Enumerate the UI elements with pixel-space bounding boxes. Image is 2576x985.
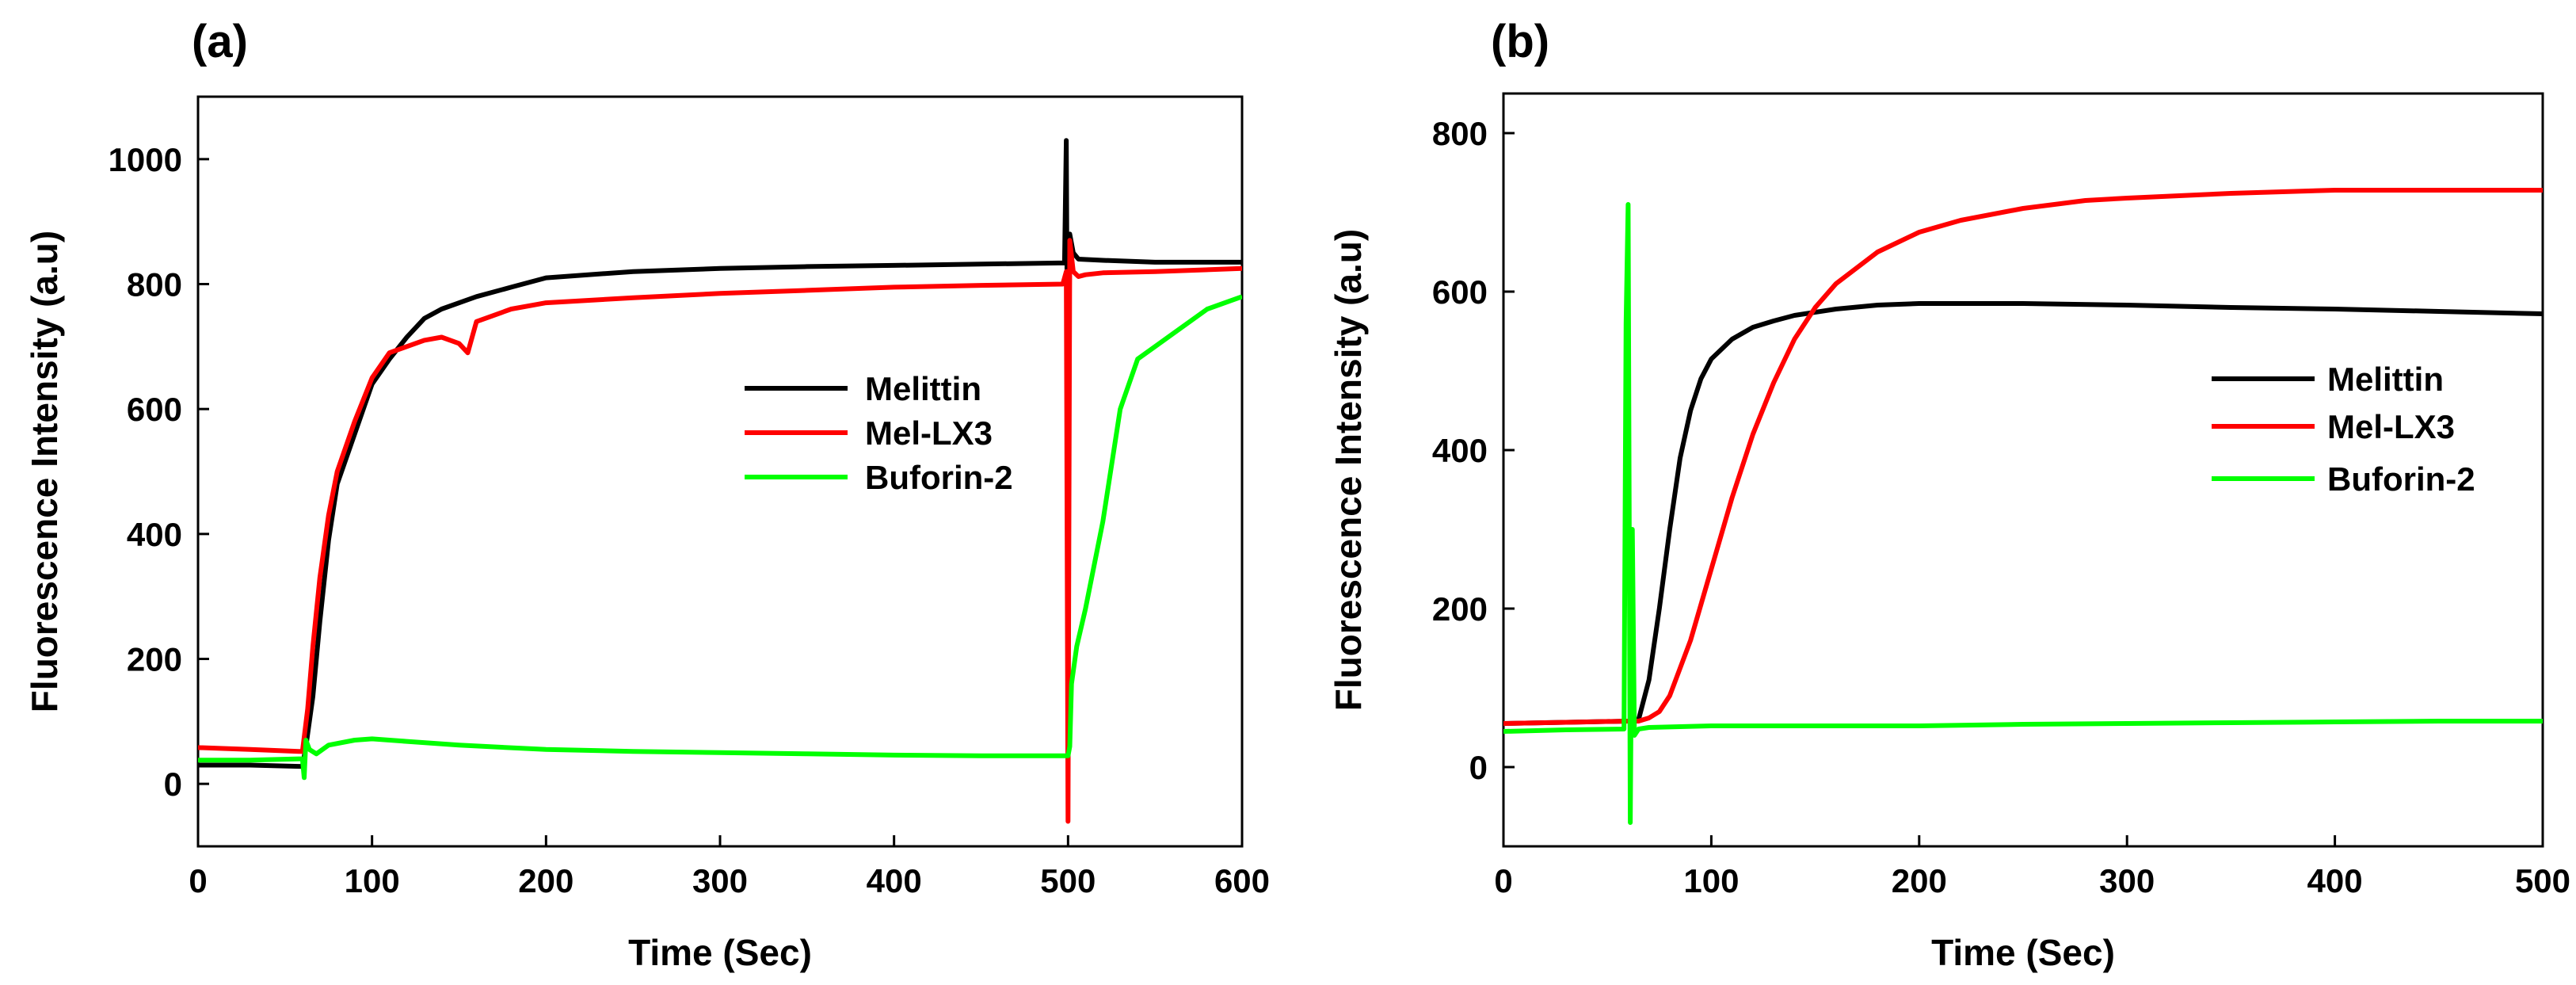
x-axis-title: Time (Sec) <box>628 932 812 973</box>
y-tick-label: 600 <box>127 391 182 428</box>
x-tick-label: 100 <box>345 862 400 899</box>
legend-label: Buforin-2 <box>2327 460 2475 498</box>
series-line-buforin-2 <box>1503 202 2543 825</box>
x-tick-label: 200 <box>518 862 574 899</box>
series-line-mel-lx3 <box>1503 188 2543 726</box>
legend-label: Mel-LX3 <box>2327 408 2455 445</box>
legend-label: Melittin <box>2327 361 2444 398</box>
x-tick-label: 400 <box>867 862 922 899</box>
y-tick-label: 0 <box>164 765 182 803</box>
y-tick-label: 200 <box>127 641 182 678</box>
y-tick-label: 400 <box>1432 432 1488 469</box>
plot-frame <box>1502 92 2544 848</box>
x-tick-label: 200 <box>1892 862 1947 899</box>
y-axis-title: Fluorescence Intensity (a.u) <box>24 231 65 712</box>
y-tick-label: 800 <box>1432 115 1488 152</box>
y-tick-label: 0 <box>1469 749 1488 786</box>
x-tick-label: 400 <box>2307 862 2363 899</box>
chart-panel-b: (b) 0 100 200 300 400 500 0 200 400 600 800 Time (Se… <box>1328 16 2570 973</box>
x-tick-label: 100 <box>1683 862 1739 899</box>
x-axis-title: Time (Sec) <box>1931 932 2115 973</box>
series-line-mel-lx3 <box>198 238 1242 824</box>
legend-label: Mel-LX3 <box>865 414 993 452</box>
x-tick-label: 0 <box>189 862 207 899</box>
legend-label: Melittin <box>865 370 981 407</box>
series-line-melittin <box>198 138 1242 769</box>
y-axis-title: Fluorescence Intensity (a.u) <box>1328 229 1369 711</box>
x-tick-label: 300 <box>2099 862 2155 899</box>
y-tick-label: 1000 <box>109 141 182 178</box>
panel-label: (a) <box>192 16 248 67</box>
panel-label: (b) <box>1491 16 1549 67</box>
chart-panel-a: (a) 0 100 200 300 400 500 600 0 200 400 600 800 1000 T… <box>24 16 1270 973</box>
y-tick-label: 400 <box>127 516 182 553</box>
legend-label: Buforin-2 <box>865 459 1013 496</box>
x-tick-label: 0 <box>1494 862 1512 899</box>
y-tick-label: 800 <box>127 266 182 304</box>
series-line-buforin-2 <box>198 294 1242 781</box>
x-tick-label: 600 <box>1214 862 1270 899</box>
y-tick-label: 200 <box>1432 590 1488 628</box>
y-tick-label: 600 <box>1432 273 1488 311</box>
plot-frame <box>196 95 1244 848</box>
x-tick-label: 500 <box>1040 862 1096 899</box>
x-tick-label: 300 <box>692 862 748 899</box>
x-tick-label: 500 <box>2515 862 2570 899</box>
